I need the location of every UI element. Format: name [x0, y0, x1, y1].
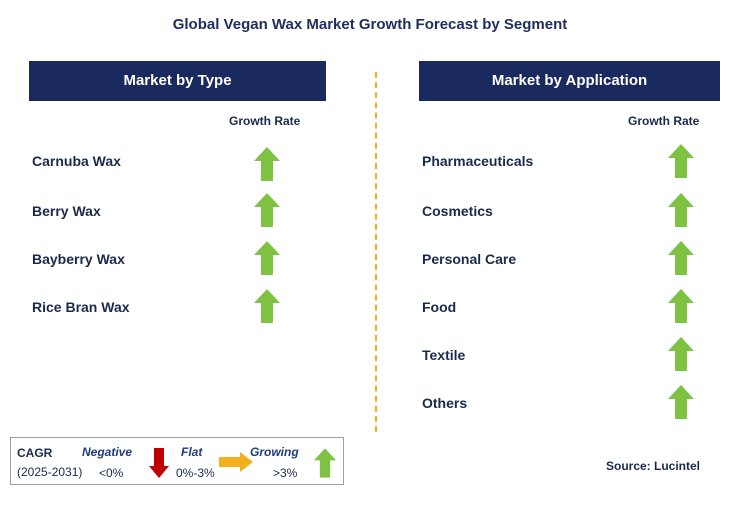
legend-period: (2025-2031) — [17, 465, 83, 479]
legend-growing-label: Growing — [250, 445, 299, 459]
legend-flat-range: 0%-3% — [176, 466, 215, 480]
up-arrow-icon — [668, 241, 694, 275]
application-item-label: Others — [422, 395, 468, 411]
cagr-legend: CAGR (2025-2031) Negative <0% Flat 0%-3%… — [10, 437, 344, 485]
type-growth-rate-header: Growth Rate — [229, 114, 301, 128]
application-item-label: Personal Care — [422, 251, 517, 267]
up-arrow-icon — [254, 193, 280, 227]
application-item-label: Pharmaceuticals — [422, 153, 534, 169]
type-item-label: Bayberry Wax — [32, 251, 125, 267]
right-arrow-icon — [219, 452, 253, 472]
up-arrow-icon — [668, 144, 694, 178]
type-item-label: Carnuba Wax — [32, 153, 121, 169]
up-arrow-icon — [668, 193, 694, 227]
application-item-label: Cosmetics — [422, 203, 493, 219]
legend-negative-label: Negative — [82, 445, 133, 459]
type-item-label: Rice Bran Wax — [32, 299, 130, 315]
application-item-label: Textile — [422, 347, 466, 363]
up-arrow-icon — [668, 385, 694, 419]
type-panel-header: Market by Type — [29, 61, 326, 101]
up-arrow-icon — [313, 448, 337, 478]
legend-flat-label: Flat — [181, 445, 203, 459]
application-panel-header: Market by Application — [419, 61, 720, 101]
type-item-label: Berry Wax — [32, 203, 101, 219]
application-growth-rate-header: Growth Rate — [628, 114, 700, 128]
up-arrow-icon — [254, 241, 280, 275]
up-arrow-icon — [668, 337, 694, 371]
page-title: Global Vegan Wax Market Growth Forecast … — [172, 16, 568, 33]
application-item-label: Food — [422, 299, 457, 315]
legend-negative-range: <0% — [99, 466, 124, 480]
panel-divider — [375, 72, 377, 432]
up-arrow-icon — [254, 289, 280, 323]
source-note: Source: Lucintel — [606, 459, 701, 473]
down-arrow-icon — [149, 448, 169, 478]
up-arrow-icon — [254, 147, 280, 181]
legend-growing-range: >3% — [273, 466, 298, 480]
up-arrow-icon — [668, 289, 694, 323]
legend-cagr-label: CAGR — [17, 446, 53, 460]
